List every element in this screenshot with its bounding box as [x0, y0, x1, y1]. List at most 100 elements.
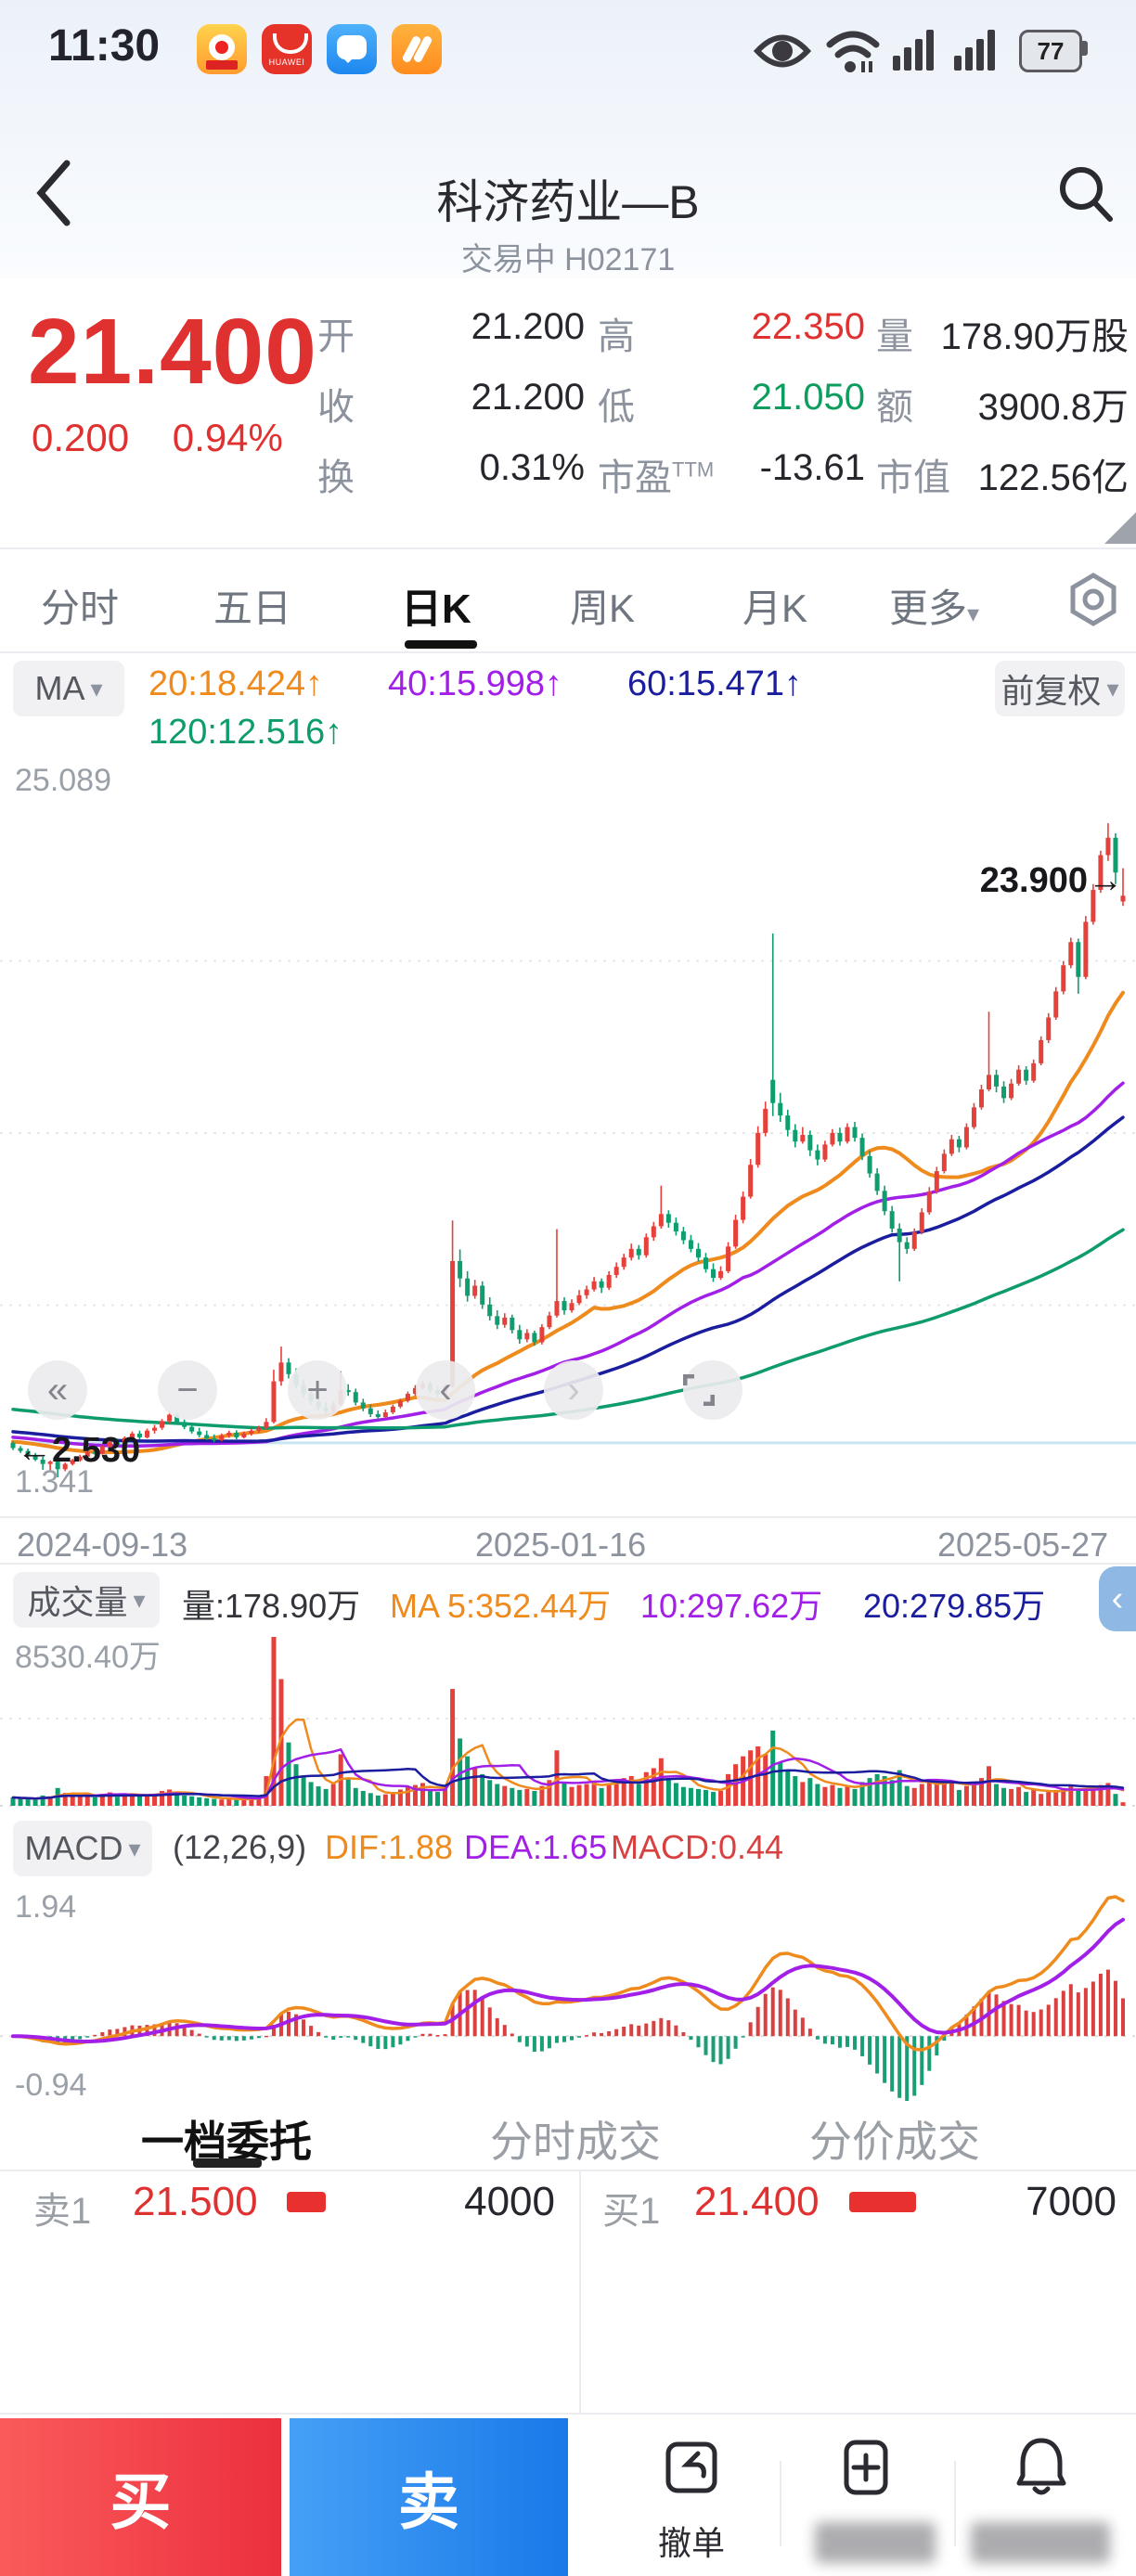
- active-bottom-tab-underline: [193, 2158, 262, 2168]
- chevron-down-icon: ▾: [90, 674, 103, 702]
- blurred-label: [971, 2522, 1110, 2563]
- tab-price-trades[interactable]: 分价成交: [809, 2118, 980, 2166]
- bid1-price[interactable]: 21.400: [694, 2179, 820, 2224]
- fast-backward-button[interactable]: «: [28, 1360, 87, 1420]
- ma60-legend: 60:15.471↑: [627, 664, 803, 703]
- tab-daily-k[interactable]: 日K: [401, 586, 471, 632]
- cell-signal-icon-2: [954, 30, 995, 71]
- kline-chart[interactable]: [0, 753, 1136, 1514]
- tab-time-trades[interactable]: 分时成交: [490, 2118, 661, 2166]
- ask1-label: 卖1: [33, 2191, 92, 2232]
- bid1-qty: 7000: [1026, 2179, 1117, 2224]
- volume-indicator-button[interactable]: 成交量 ▾: [13, 1572, 160, 1628]
- action-divider: [954, 2461, 956, 2546]
- volume-value: 178.90万股: [940, 316, 1129, 357]
- macd-indicator-button[interactable]: MACD ▾: [13, 1821, 152, 1876]
- volume-current: 量:178.90万: [182, 1587, 361, 1625]
- pan-right-button[interactable]: ›: [544, 1360, 603, 1420]
- notes-app-icon: [392, 24, 442, 74]
- close-label: 收: [317, 387, 355, 428]
- chevron-left-icon: ‹: [1111, 1578, 1124, 1618]
- zoom-out-button[interactable]: −: [158, 1360, 217, 1420]
- tab-monthly-k[interactable]: 月K: [742, 586, 808, 630]
- trading-status: 交易中: [460, 242, 556, 277]
- order-book-divider: [579, 2171, 581, 2413]
- chevron-down-icon: ▾: [967, 599, 980, 627]
- tab-more[interactable]: 更多▾: [889, 586, 980, 630]
- volume-ma5: MA 5:352.44万: [390, 1587, 612, 1625]
- messages-app-icon: [327, 24, 377, 74]
- macd-chart[interactable]: [0, 1889, 1136, 2108]
- pan-left-button[interactable]: ‹: [416, 1360, 475, 1420]
- collapse-panel-button[interactable]: ‹: [1099, 1566, 1136, 1631]
- cancel-order-icon: [665, 2441, 717, 2493]
- ma20-legend: 20:18.424↑: [148, 664, 324, 703]
- turnover-rate-label: 换: [317, 457, 355, 498]
- back-button[interactable]: [33, 158, 74, 228]
- ask1-volume-bar: [287, 2192, 326, 2212]
- buy-button[interactable]: 买: [0, 2418, 281, 2576]
- bid1-volume-bar: [849, 2192, 916, 2212]
- active-tab-underline: [405, 640, 477, 649]
- status-time: 11:30: [48, 21, 161, 71]
- chart-settings-icon[interactable]: [1065, 572, 1121, 627]
- quote-expand-icon[interactable]: [1104, 512, 1136, 544]
- huawei-app-icon: HUAWEI: [262, 24, 312, 74]
- turnover-value: 3900.8万: [977, 387, 1129, 428]
- chevron-down-icon: ▾: [128, 1834, 141, 1862]
- tab-weekly-k[interactable]: 周K: [570, 586, 636, 630]
- chart-first-close-marker: ←2.530: [17, 1431, 141, 1470]
- action-divider: [780, 2461, 781, 2546]
- adjust-mode-button[interactable]: 前复权 ▾: [995, 661, 1125, 716]
- sell-button[interactable]: 卖: [290, 2418, 568, 2576]
- tab-order-book[interactable]: 一档委托: [141, 2118, 312, 2166]
- volume-label: 量: [876, 316, 913, 357]
- macd-params: (12,26,9): [173, 1828, 307, 1866]
- divider: [0, 2170, 1136, 2171]
- turnover-label: 额: [876, 387, 913, 428]
- divider: [0, 651, 1136, 653]
- volume-chart[interactable]: [0, 1626, 1136, 1811]
- eye-protection-icon: [754, 34, 811, 68]
- date-right: 2025-05-27: [937, 1526, 1109, 1564]
- chart-min-label: 1.341: [15, 1464, 95, 1500]
- top-background: [0, 0, 1136, 278]
- page-title: 科济药业—B: [436, 176, 700, 228]
- chevron-down-icon: ▾: [133, 1585, 146, 1614]
- macd-max-label: 1.94: [15, 1889, 77, 1925]
- bid1-label: 买1: [602, 2191, 661, 2232]
- tab-minute[interactable]: 分时: [41, 586, 120, 630]
- open-label: 开: [317, 316, 355, 357]
- ma120-legend: 120:12.516↑: [148, 713, 343, 752]
- date-left: 2024-09-13: [17, 1526, 188, 1564]
- tab-5day[interactable]: 五日: [213, 586, 292, 630]
- weibo-news-app-icon: [197, 24, 247, 74]
- market-cap-value: 122.56亿: [977, 457, 1129, 498]
- zoom-in-button[interactable]: +: [288, 1360, 347, 1420]
- wifi-icon: [826, 31, 880, 72]
- ma40-legend: 40:15.998↑: [388, 664, 563, 703]
- macd-min-label: -0.94: [15, 2067, 87, 2103]
- chart-max-label: 25.089: [15, 763, 111, 798]
- ask1-qty: 4000: [464, 2179, 555, 2224]
- stock-code: H02171: [564, 242, 676, 277]
- battery-percent: 77: [1019, 30, 1082, 72]
- chevron-down-icon: ▾: [1106, 674, 1119, 702]
- divider: [0, 1516, 1136, 1518]
- pe-ttm-sup: TTM: [672, 457, 715, 482]
- ask1-price[interactable]: 21.500: [133, 2179, 258, 2224]
- open-value: 21.200: [471, 306, 585, 347]
- pe-ttm-value: -13.61: [759, 447, 865, 488]
- cell-signal-icon-1: [893, 30, 934, 71]
- turnover-rate-value: 0.31%: [479, 447, 585, 488]
- fullscreen-button[interactable]: [683, 1360, 742, 1420]
- market-cap-label: 市值: [876, 457, 950, 498]
- ma-indicator-button[interactable]: MA ▾: [13, 661, 124, 716]
- high-value: 22.350: [751, 306, 865, 347]
- close-value: 21.200: [471, 377, 585, 418]
- volume-max-label: 8530.40万: [15, 1640, 161, 1675]
- volume-ma10: 10:297.62万: [640, 1587, 823, 1625]
- battery-icon: 77: [1019, 30, 1088, 72]
- plus-icon: [844, 2440, 888, 2495]
- search-icon[interactable]: [1056, 163, 1116, 225]
